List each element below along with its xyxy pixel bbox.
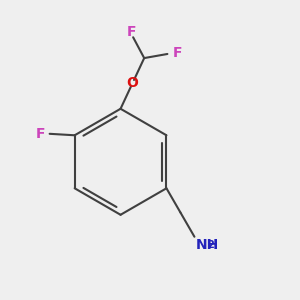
Text: O: O — [126, 76, 138, 90]
Text: NH: NH — [196, 238, 219, 252]
Text: F: F — [173, 46, 182, 61]
Text: F: F — [126, 25, 136, 39]
Text: 2: 2 — [207, 240, 214, 250]
Text: F: F — [36, 127, 45, 141]
